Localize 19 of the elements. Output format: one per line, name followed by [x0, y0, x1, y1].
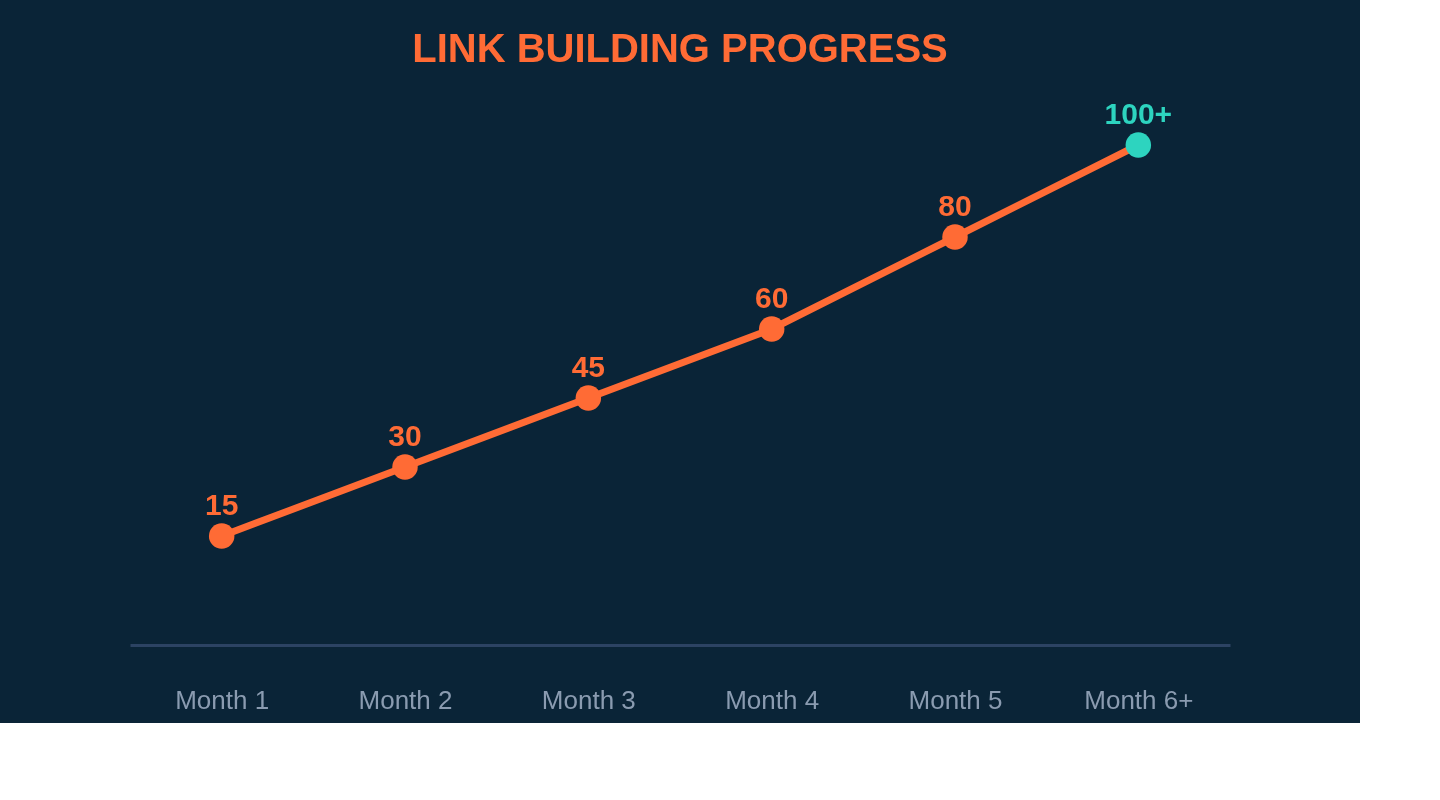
- x-tick-label: Month 6+: [1084, 684, 1194, 715]
- data-label: 45: [571, 350, 606, 383]
- x-tick-label: Month 4: [725, 684, 820, 715]
- point: [208, 523, 235, 549]
- point: [392, 454, 418, 480]
- data-label: 30: [388, 419, 422, 452]
- x-tick-label: Month 5: [908, 684, 1003, 715]
- data-label: 100+: [1104, 97, 1173, 130]
- x-tick-label: Month 3: [541, 684, 636, 715]
- chart-title: LINK BUILDING PROGRESS: [412, 26, 948, 70]
- x-tick-label: Month 1: [175, 684, 270, 715]
- data-label: 80: [938, 189, 972, 222]
- point: [758, 316, 785, 342]
- x-tick-label: Month 2: [358, 684, 453, 715]
- data-label: 15: [204, 488, 239, 521]
- data-label: 60: [754, 281, 789, 314]
- point: [575, 385, 602, 411]
- point: [942, 224, 968, 250]
- point: [1125, 132, 1152, 158]
